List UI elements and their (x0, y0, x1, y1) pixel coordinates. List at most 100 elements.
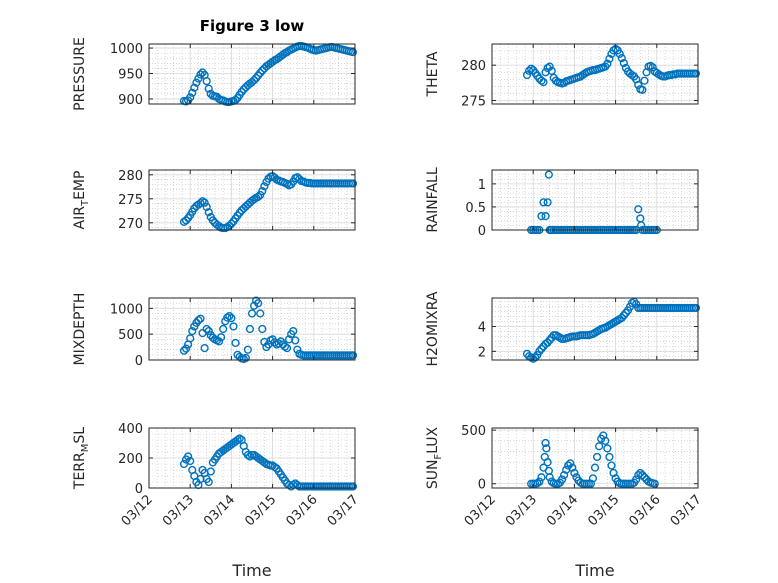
y-tick-label: 1 (478, 178, 486, 193)
data-point (202, 324, 211, 334)
data-point (541, 438, 550, 448)
y-axis-label: H2OMIXRA (425, 291, 441, 366)
data-point (194, 316, 203, 325)
data-point (691, 69, 701, 78)
data-point (570, 468, 579, 478)
data-point (260, 182, 269, 191)
data-point (233, 435, 242, 445)
data-point (547, 66, 556, 75)
data-point (648, 63, 657, 72)
data-point (196, 199, 205, 208)
axes-box (148, 169, 356, 231)
data-point (609, 46, 618, 55)
data-point (249, 195, 259, 204)
axes-box (148, 43, 356, 105)
data-point (542, 444, 551, 453)
data-point (632, 475, 641, 484)
data-point (208, 216, 217, 225)
data-point (559, 471, 569, 480)
data-point (522, 70, 532, 80)
y-axis-label: RAINFALL (425, 167, 441, 232)
data-point (293, 345, 302, 354)
data-point (650, 479, 659, 488)
data-point (640, 76, 649, 85)
y-tick-label: 275 (461, 94, 486, 109)
data-point (646, 61, 655, 70)
data-point (200, 198, 209, 207)
axes-box (491, 43, 699, 105)
data-point (239, 85, 248, 94)
data-point (223, 313, 232, 322)
data-point (533, 479, 542, 488)
x-tick-label: 03/14 (544, 492, 581, 529)
data-point (245, 324, 255, 334)
y-tick-label: 2 (478, 345, 486, 360)
data-point (605, 54, 614, 63)
data-point (231, 95, 240, 105)
data-point (289, 326, 298, 336)
data-point (196, 70, 205, 79)
axes-box (491, 169, 699, 231)
data-point (617, 54, 626, 63)
data-point (179, 346, 189, 355)
data-point (640, 473, 649, 482)
x-tick-label: 03/13 (160, 492, 197, 529)
data-point (615, 49, 624, 58)
data-point (599, 431, 608, 440)
data-point (586, 479, 595, 488)
y-axis-label: THETA (425, 51, 441, 97)
y-axis-label: AIRTEMP (72, 171, 91, 230)
figure-title: Figure 3 low (200, 17, 305, 35)
data-point (192, 78, 201, 87)
data-point (539, 198, 548, 207)
x-axis-label-right: Time (574, 561, 614, 580)
data-point (564, 461, 573, 470)
data-point (186, 334, 195, 343)
data-point (190, 83, 199, 92)
data-point (348, 482, 358, 491)
y-tick-label: 1000 (110, 42, 143, 57)
data-point (198, 197, 207, 206)
data-point (227, 314, 236, 323)
y-tick-label: 950 (118, 67, 143, 82)
y-tick-label: 400 (118, 422, 143, 437)
data-point (204, 208, 213, 217)
data-point (214, 337, 224, 346)
y-tick-label: 0 (478, 478, 486, 493)
y-tick-label: 0 (135, 354, 143, 369)
data-point (543, 458, 552, 467)
x-tick-label: 03/12 (462, 492, 499, 529)
data-point (258, 187, 267, 196)
data-point (204, 477, 213, 487)
data-point (543, 198, 552, 207)
data-point (295, 175, 304, 184)
data-point (202, 77, 211, 86)
data-point (188, 326, 197, 336)
data-point (291, 336, 300, 345)
y-tick-label: 270 (118, 217, 143, 232)
data-point (595, 442, 604, 451)
data-point (181, 216, 191, 225)
y-axis-label: SUNFLUX (425, 426, 444, 489)
data-point (204, 326, 213, 336)
x-tick-label: 03/13 (503, 492, 540, 529)
y-tick-label: 500 (118, 328, 143, 343)
data-point (607, 461, 616, 470)
y-tick-label: 1000 (110, 302, 143, 317)
data-point (200, 344, 209, 353)
y-tick-label: 500 (461, 424, 486, 439)
y-tick-label: 200 (118, 452, 143, 467)
data-point (605, 452, 614, 462)
x-tick-label: 03/12 (119, 492, 156, 529)
y-tick-label: 4 (478, 321, 486, 336)
x-tick-label: 03/17 (668, 492, 705, 529)
data-point (235, 434, 244, 443)
data-point (254, 299, 263, 308)
subplot-theta: 275 280 THETA (425, 43, 701, 109)
subplot-h2omixra: 2 4 H2OMIXRA (425, 291, 701, 367)
data-point (619, 58, 628, 68)
subplot-mixdepth: 0 500 1000 MIXDEPTH (72, 293, 358, 369)
data-point (231, 338, 240, 348)
x-axis-label-left: Time (231, 561, 271, 580)
data-point (535, 477, 544, 486)
